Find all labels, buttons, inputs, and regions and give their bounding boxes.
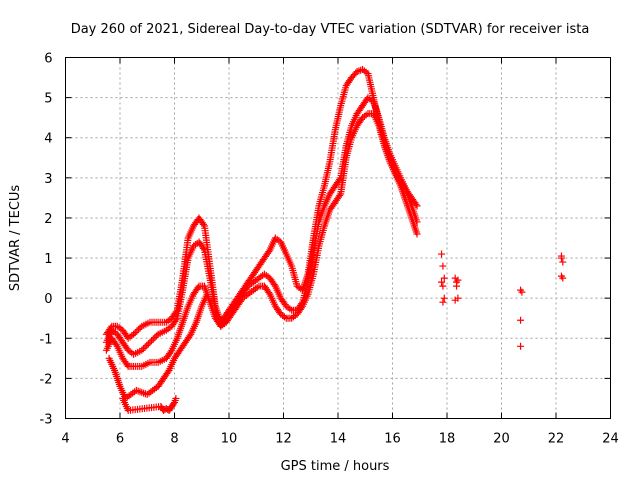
data-point-track-2 xyxy=(146,338,154,346)
data-point-track-3 xyxy=(112,341,120,349)
y-tick-label: -2 xyxy=(40,372,53,387)
data-point-track-1 xyxy=(135,325,143,333)
data-points xyxy=(102,66,567,414)
y-tick-label: -3 xyxy=(40,413,53,428)
x-tick-label: 14 xyxy=(330,432,347,447)
data-point-track-4 xyxy=(186,332,194,340)
x-tick-label: 12 xyxy=(275,432,292,447)
data-point-track-3 xyxy=(297,304,305,312)
y-tick-label: 6 xyxy=(44,52,52,67)
data-point-isolated xyxy=(438,278,446,286)
x-tick-label: 16 xyxy=(384,432,401,447)
grid-lines xyxy=(65,57,611,419)
data-point-track-1 xyxy=(131,329,139,337)
data-point-track-2 xyxy=(153,332,161,340)
data-point-track-3 xyxy=(167,348,175,356)
data-point-track-2 xyxy=(172,316,180,324)
data-point-isolated xyxy=(518,288,526,296)
x-axis-label: GPS time / hours xyxy=(281,459,390,474)
data-point-isolated xyxy=(439,282,447,290)
data-point-track-1 xyxy=(199,220,207,228)
data-point-isolated xyxy=(438,250,446,258)
plot-frame xyxy=(65,57,611,419)
data-point-isolated xyxy=(440,274,448,282)
x-tick-label: 6 xyxy=(116,432,124,447)
y-tick-label: 0 xyxy=(44,292,52,307)
y-tick-label: 5 xyxy=(44,92,52,107)
data-point-track-4 xyxy=(164,368,172,376)
x-tick-label: 18 xyxy=(439,432,456,447)
x-tick-label: 8 xyxy=(170,432,178,447)
data-point-track-2 xyxy=(144,340,152,348)
y-tick-labels: -3 -2 -1 0 1 2 3 4 5 6 xyxy=(40,52,53,428)
data-point-track-2 xyxy=(148,337,156,345)
data-point-track-3 xyxy=(413,230,421,238)
data-point-isolated xyxy=(440,294,448,302)
y-tick-label: 2 xyxy=(44,212,52,227)
y-tick-label: 4 xyxy=(44,132,52,147)
data-point-isolated xyxy=(557,252,565,260)
data-point-track-2 xyxy=(141,343,149,351)
data-point-track-5 xyxy=(172,394,180,402)
x-tick-label: 20 xyxy=(493,432,510,447)
data-point-track-2 xyxy=(139,345,147,353)
data-point-track-2 xyxy=(270,281,278,289)
data-point-isolated xyxy=(451,296,459,304)
data-point-track-2 xyxy=(143,341,151,349)
y-tick-label: 1 xyxy=(44,252,52,267)
data-point-isolated xyxy=(439,262,447,270)
data-point-track-2 xyxy=(149,335,157,343)
x-tick-label: 4 xyxy=(61,432,69,447)
x-tick-label: 10 xyxy=(221,432,238,447)
x-tick-label: 24 xyxy=(602,432,619,447)
y-tick-label: -1 xyxy=(40,332,53,347)
data-point-isolated xyxy=(517,316,525,324)
x-tick-labels: 4 6 8 10 12 14 16 18 20 22 24 xyxy=(61,432,618,447)
data-point-isolated xyxy=(454,276,462,284)
data-point-track-3 xyxy=(265,289,273,297)
x-tick-label: 22 xyxy=(548,432,565,447)
data-point-track-2 xyxy=(151,333,159,341)
data-point-track-1 xyxy=(265,248,273,256)
data-point-isolated xyxy=(559,258,567,266)
data-point-track-2 xyxy=(138,346,146,354)
data-point-isolated xyxy=(439,298,447,306)
data-point-isolated xyxy=(559,274,567,282)
data-point-track-5 xyxy=(170,400,178,408)
data-point-track-1 xyxy=(133,327,141,335)
y-axis-label: SDTVAR / TECUs xyxy=(8,185,23,292)
data-point-track-1 xyxy=(136,324,144,332)
data-point-track-2 xyxy=(199,244,207,252)
chart-title: Day 260 of 2021, Sidereal Day-to-day VTE… xyxy=(71,22,590,37)
y-tick-label: 3 xyxy=(44,172,52,187)
data-point-isolated xyxy=(517,342,525,350)
data-point-track-3 xyxy=(336,191,344,199)
data-point-track-4 xyxy=(203,290,211,298)
data-point-track-1 xyxy=(130,330,138,338)
